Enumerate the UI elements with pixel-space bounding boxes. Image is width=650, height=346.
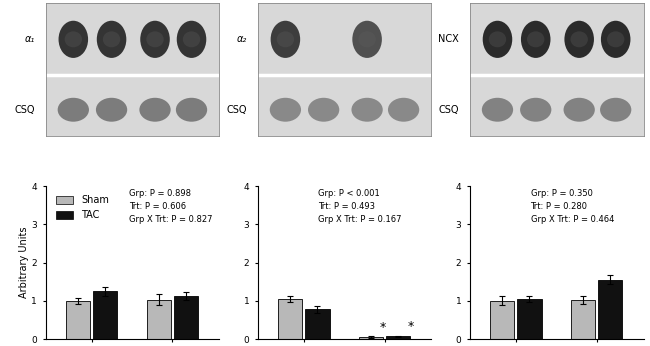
Ellipse shape [564,98,595,122]
Bar [490,301,514,339]
Bar [93,291,118,339]
Ellipse shape [600,98,631,122]
Text: CSQ: CSQ [227,105,247,115]
Bar [517,299,541,339]
Ellipse shape [277,31,294,47]
Bar [174,296,198,339]
Ellipse shape [97,21,126,58]
Ellipse shape [607,31,625,47]
Ellipse shape [520,98,551,122]
Text: *: * [380,321,386,334]
Ellipse shape [601,21,630,58]
Bar [278,299,302,339]
Ellipse shape [270,98,301,122]
Ellipse shape [489,31,506,47]
Text: CSQ: CSQ [14,105,35,115]
Ellipse shape [308,98,339,122]
Bar [359,337,383,339]
Ellipse shape [183,31,200,47]
Text: NCX: NCX [439,34,460,44]
Ellipse shape [352,98,383,122]
Ellipse shape [96,98,127,122]
Ellipse shape [358,31,376,47]
Ellipse shape [482,98,513,122]
Ellipse shape [177,21,206,58]
Text: CSQ: CSQ [439,105,460,115]
Text: α₁: α₁ [25,34,35,44]
Ellipse shape [176,98,207,122]
Text: *: * [408,320,413,333]
Bar [66,301,90,339]
Text: Grp: P < 0.001
Trt: P = 0.493
Grp X Trt: P = 0.167: Grp: P < 0.001 Trt: P = 0.493 Grp X Trt:… [318,189,402,224]
Ellipse shape [352,21,382,58]
Ellipse shape [140,21,170,58]
Ellipse shape [571,31,588,47]
Ellipse shape [58,21,88,58]
Ellipse shape [64,31,82,47]
Bar [386,336,410,339]
Bar [146,300,171,339]
Bar [598,280,623,339]
Legend: Sham, TAC: Sham, TAC [52,191,113,224]
Ellipse shape [270,21,300,58]
Text: α₂: α₂ [237,34,247,44]
Bar [571,300,595,339]
Ellipse shape [564,21,594,58]
Y-axis label: Arbitrary Units: Arbitrary Units [19,227,29,299]
Text: Grp: P = 0.350
Trt: P = 0.280
Grp X Trt: P = 0.464: Grp: P = 0.350 Trt: P = 0.280 Grp X Trt:… [530,189,614,224]
Ellipse shape [139,98,171,122]
Ellipse shape [388,98,419,122]
Ellipse shape [146,31,164,47]
Ellipse shape [521,21,551,58]
Ellipse shape [58,98,89,122]
Ellipse shape [483,21,512,58]
Text: Grp: P = 0.898
Trt: P = 0.606
Grp X Trt: P = 0.827: Grp: P = 0.898 Trt: P = 0.606 Grp X Trt:… [129,189,213,224]
Bar [306,309,330,339]
Ellipse shape [527,31,545,47]
Ellipse shape [103,31,120,47]
